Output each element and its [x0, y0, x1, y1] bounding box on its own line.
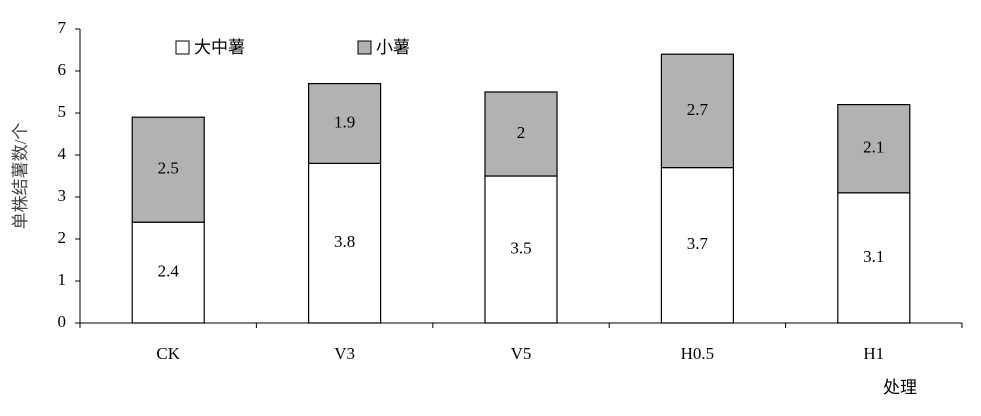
x-axis-label: 处理	[883, 378, 917, 397]
legend-swatch	[175, 40, 190, 55]
legend-label: 大中薯	[194, 38, 245, 57]
y-tick-label: 6	[58, 60, 67, 79]
x-tick-label: H0.5	[681, 344, 715, 363]
data-label: 1.9	[334, 112, 355, 131]
bar-segment	[308, 162, 382, 324]
data-label: 2.4	[158, 262, 180, 281]
x-tick-label: H1	[863, 344, 884, 363]
bar-segment	[131, 116, 205, 223]
data-label: 2.7	[687, 100, 709, 119]
y-tick-label: 1	[58, 270, 67, 289]
data-label: 3.1	[863, 247, 884, 266]
legend-swatch	[357, 40, 372, 55]
bar-segment	[484, 91, 558, 177]
y-tick-label: 4	[58, 144, 67, 163]
data-label: 2.1	[863, 138, 884, 157]
y-tick-label: 5	[58, 102, 67, 121]
data-label: 2.5	[158, 159, 179, 178]
data-label: 3.5	[510, 238, 531, 257]
y-tick-label: 3	[58, 186, 67, 205]
bar-segment	[837, 192, 911, 324]
bar-segment	[308, 82, 382, 165]
bar-segment	[837, 103, 911, 194]
data-label: 2	[517, 123, 526, 142]
bar-segment	[660, 53, 735, 169]
y-tick-label: 7	[58, 18, 67, 37]
data-label: 3.7	[687, 234, 709, 253]
x-tick-label: CK	[156, 344, 180, 363]
x-tick-label: V3	[334, 344, 355, 363]
x-tick-label: V5	[511, 344, 532, 363]
y-tick-label: 0	[58, 312, 67, 331]
data-label: 3.8	[334, 232, 355, 251]
y-tick-label: 2	[58, 228, 67, 247]
y-axis-label: 单株结薯数/个	[11, 123, 30, 230]
legend-label: 小薯	[376, 38, 410, 57]
bar-segment	[484, 175, 558, 324]
bar-segment	[131, 221, 205, 324]
